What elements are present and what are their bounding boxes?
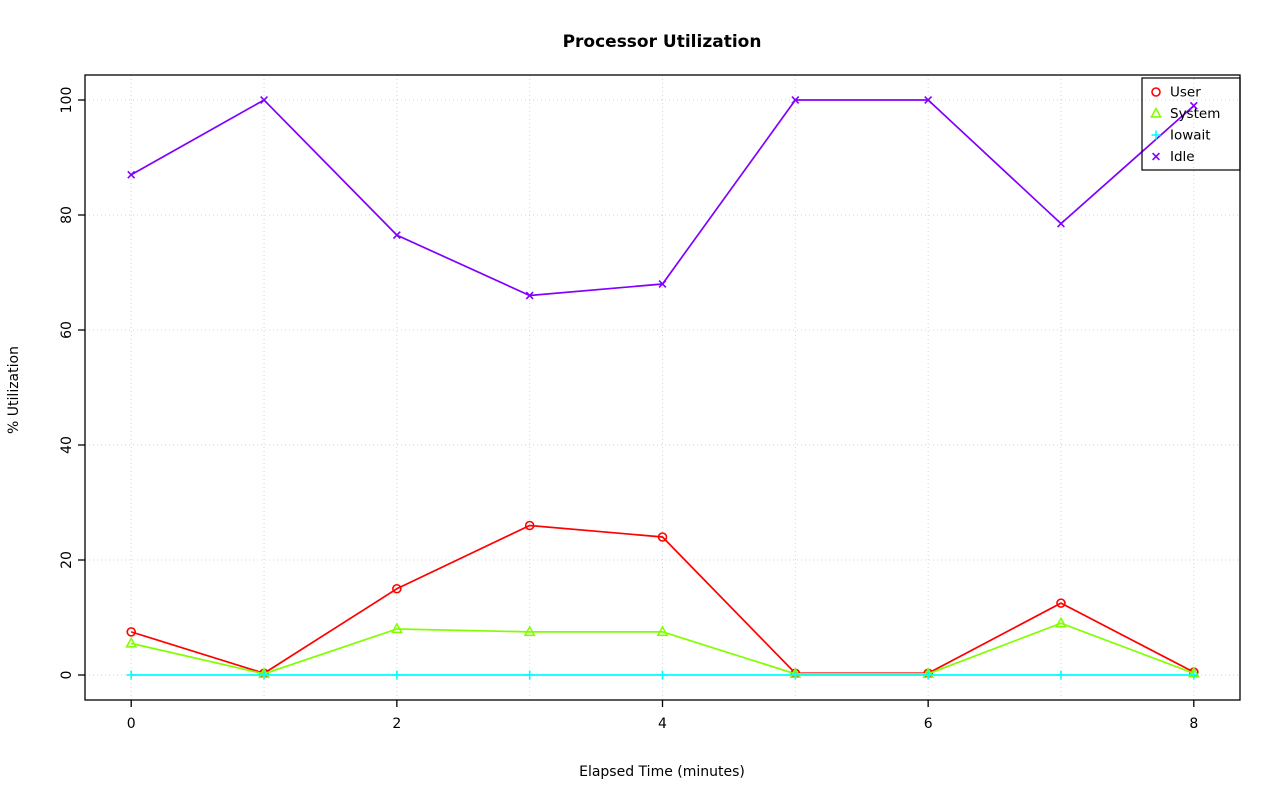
circle-marker [1151,87,1161,97]
x-marker [1152,152,1160,161]
triangle-marker [1150,106,1162,118]
circle-marker [126,627,136,637]
y-tick-label: 0 [59,671,75,680]
x-tick-label: 6 [924,716,933,732]
legend-entry: Idle [1152,149,1195,165]
triangle-marker [523,625,536,637]
circle-marker [392,583,402,594]
circle-marker [657,532,668,542]
circle-marker [524,520,535,531]
legend: User System Iowait Idle [1141,77,1241,171]
x-tick-label: 8 [1189,716,1198,732]
triangle-marker [1055,616,1067,628]
series-line [130,524,1195,675]
x-axis-label: Elapsed Time (minutes) [579,764,745,780]
legend-label: System [1170,106,1220,122]
x-marker [924,96,933,104]
legend-entry: System [1150,106,1220,122]
data-series [125,96,1200,680]
legend-label: Iowait [1170,128,1211,144]
series-idle [127,96,1198,300]
triangle-marker [390,622,403,634]
y-tick-label: 20 [59,551,75,569]
triangle-marker [125,636,138,648]
x-marker [1057,219,1065,228]
y-tick-label: 40 [59,436,75,454]
legend-entry: User [1151,85,1201,101]
x-marker [658,280,667,288]
x-tick-label: 0 [127,716,136,732]
series-line [130,98,1195,297]
series-iowait [126,670,1199,680]
x-marker [260,96,268,104]
y-tick-label: 100 [59,87,75,114]
x-marker [127,170,136,179]
y-tick-label: 80 [59,206,75,224]
circle-marker [1056,598,1066,608]
x-marker [392,231,401,240]
y-tick-label: 60 [59,321,75,339]
x-tick-label: 2 [392,716,401,732]
legend-label: User [1170,85,1201,101]
legend-box [1141,77,1241,171]
series-line [131,622,1195,675]
legend-label: Idle [1170,149,1195,165]
x-tick-label: 4 [658,716,667,732]
legend-entry: Iowait [1151,128,1211,144]
x-marker [791,96,800,104]
triangle-marker [656,625,669,637]
x-marker [1189,101,1198,110]
x-marker [525,291,534,300]
y-axis-label: % Utilization [6,346,22,434]
chart-title: Processor Utilization [563,32,762,52]
